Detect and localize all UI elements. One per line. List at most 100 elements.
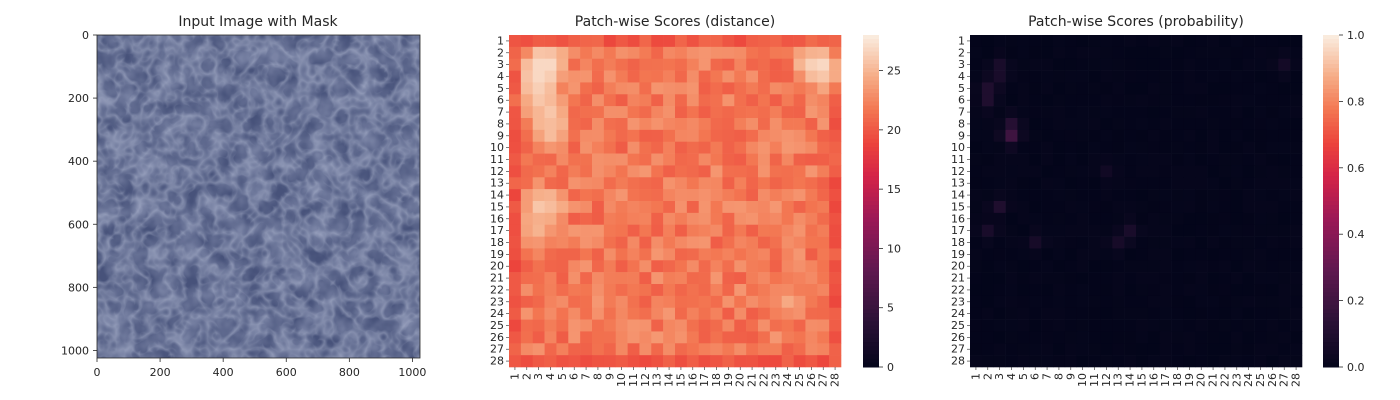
row-tick-label: 23 — [490, 295, 504, 308]
heatmap-cell — [805, 236, 818, 249]
colorbar-segment — [863, 93, 879, 98]
heatmap-cell — [663, 319, 676, 332]
colorbar-segment — [863, 76, 879, 82]
heatmap-cell — [1219, 118, 1232, 131]
heatmap-cell — [509, 46, 522, 60]
heatmap-cell — [1088, 35, 1101, 48]
col-tick-label: 23 — [1230, 373, 1243, 387]
heatmap-cell — [1076, 106, 1089, 119]
heatmap-cell — [1219, 295, 1232, 309]
heatmap-cell — [580, 343, 593, 356]
colorbar-segment — [1323, 217, 1339, 223]
heatmap-cell — [1100, 189, 1113, 202]
heatmap-cell — [1041, 106, 1054, 119]
heatmap-cell — [1171, 307, 1184, 320]
heatmap-cell — [769, 94, 783, 107]
heatmap-cell — [1100, 201, 1113, 214]
heatmap-cell — [1195, 70, 1208, 83]
heatmap-cell — [663, 260, 676, 273]
heatmap-cell — [509, 58, 522, 71]
heatmap-cell — [686, 94, 700, 107]
heatmap-cell — [1159, 70, 1172, 83]
heatmap-cell — [1242, 260, 1255, 273]
heatmap-cell — [769, 35, 783, 48]
heatmap-cell — [532, 70, 545, 83]
heatmap-cell — [1088, 260, 1101, 273]
heatmap-cell — [1171, 153, 1184, 166]
heatmap-cell — [1041, 319, 1054, 332]
heatmap-cell — [793, 355, 806, 368]
row-tick-label: 11 — [951, 153, 965, 166]
heatmap-cell — [1195, 46, 1208, 60]
heatmap-cell — [793, 212, 806, 226]
heatmap-cell — [1100, 153, 1113, 166]
colorbar-segment — [863, 246, 879, 252]
x-tick-label: 1000 — [398, 366, 426, 379]
heatmap-cell — [710, 129, 723, 143]
heatmap-cell — [1147, 248, 1161, 261]
heatmap-cell — [1242, 201, 1255, 214]
heatmap-cell — [1242, 343, 1255, 356]
heatmap-cell — [710, 94, 723, 107]
heatmap-cell — [663, 153, 676, 166]
x-tick-label: 0 — [94, 366, 101, 379]
heatmap-cell — [1041, 177, 1054, 190]
heatmap-cell — [1171, 189, 1184, 202]
heatmap-cell — [1088, 118, 1101, 131]
heatmap-cell — [1112, 201, 1125, 214]
heatmap-cell — [592, 58, 605, 71]
heatmap-cell — [1076, 189, 1089, 202]
heatmap-cell — [556, 343, 569, 356]
heatmap-cell — [781, 260, 794, 273]
panel-distance-heatmap: Patch-wise Scores (distance) 12345678910… — [490, 14, 901, 387]
heatmap-cell — [544, 94, 557, 107]
heatmap-cell — [1242, 355, 1255, 368]
heatmap-cell — [592, 319, 605, 332]
heatmap-cell — [1100, 82, 1113, 95]
heatmap-cell — [639, 35, 652, 48]
colorbar-segment — [863, 209, 879, 214]
heatmap-cell — [627, 343, 640, 356]
heatmap-cell — [1100, 177, 1113, 190]
heatmap-cell — [1100, 272, 1113, 285]
heatmap-cell — [781, 272, 794, 285]
heatmap-cell — [734, 201, 747, 214]
heatmap-cell — [698, 355, 711, 368]
heatmap-cell — [1088, 70, 1101, 83]
heatmap-cell — [1100, 106, 1113, 119]
row-tick-label: 4 — [497, 70, 504, 83]
heatmap-cell — [793, 307, 806, 320]
heatmap-cell — [1290, 165, 1303, 178]
heatmap-cell — [1183, 106, 1196, 119]
heatmap-cell — [829, 319, 842, 332]
heatmap-cell — [1290, 319, 1303, 332]
heatmap-cell — [627, 46, 640, 60]
row-tick-label: 25 — [490, 319, 504, 332]
heatmap-cell — [592, 236, 605, 249]
heatmap-cell — [981, 35, 995, 48]
heatmap-cell — [817, 94, 830, 107]
heatmap-cell — [1183, 35, 1196, 48]
heatmap-cell — [769, 177, 783, 190]
colorbar-tick-label: 0.8 — [1347, 95, 1365, 108]
heatmap-cell — [1041, 94, 1054, 107]
heatmap-cell — [544, 58, 557, 71]
heatmap-cell — [1029, 106, 1042, 119]
heatmap-cell — [509, 343, 522, 356]
heatmap-cell — [651, 307, 664, 320]
heatmap-cell — [1017, 331, 1030, 344]
heatmap-cell — [981, 248, 995, 261]
heatmap-cell — [698, 295, 711, 309]
heatmap-cell — [829, 177, 842, 190]
heatmap-cell — [1053, 189, 1066, 202]
heatmap-cell — [993, 141, 1006, 154]
heatmap-cell — [993, 331, 1006, 344]
heatmap-cell — [769, 355, 783, 368]
colorbar-segment — [863, 275, 879, 281]
heatmap-cell — [781, 343, 794, 356]
colorbar-tick-label: 0.6 — [1347, 162, 1365, 175]
row-tick-label: 12 — [951, 165, 965, 178]
heatmap-cell — [993, 35, 1006, 48]
heatmap-cell — [734, 355, 747, 368]
heatmap-cell — [1290, 260, 1303, 273]
